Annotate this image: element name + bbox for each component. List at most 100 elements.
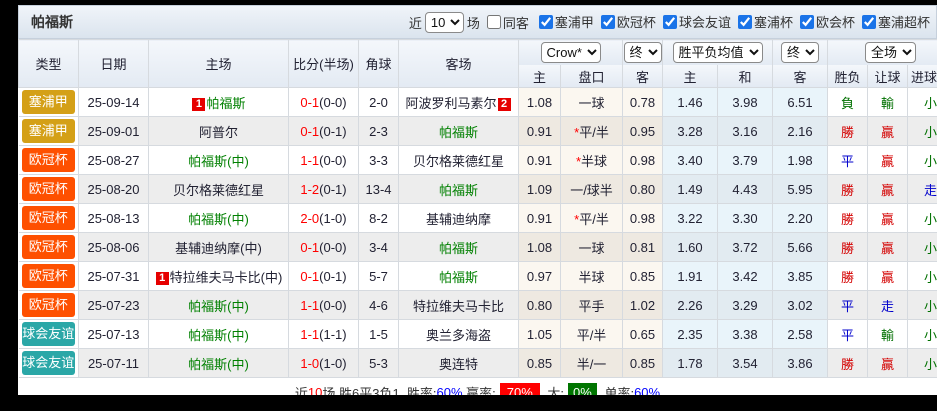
league-filter-label: 塞浦超杯	[877, 15, 930, 31]
league-filter-option[interactable]: 塞浦甲	[538, 12, 594, 31]
date-cell: 25-08-13	[78, 203, 149, 233]
euro-home-odds-cell: 1.78	[662, 348, 718, 378]
handicap-result-cell: 贏	[867, 145, 908, 175]
result-cell: 勝	[827, 203, 868, 233]
odds-company-cell: Crow*	[518, 39, 623, 65]
handicap-cell: 一/球半	[560, 174, 623, 204]
euro-home-odds-cell: 1.91	[662, 261, 718, 291]
league-filter-option[interactable]: 塞浦超杯	[861, 12, 930, 31]
date-cell: 25-07-11	[78, 348, 149, 378]
score-cell: 0-1(0-1)	[288, 116, 359, 146]
home-team-name: 特拉维夫马卡比(中)	[169, 269, 283, 285]
type-cell: 欧冠杯	[18, 261, 79, 291]
score-cell: 1-1(0-0)	[288, 145, 359, 175]
same-away-option[interactable]: 同客	[486, 13, 529, 32]
col-header-corner: 角球	[358, 39, 399, 88]
euro-draw-odds-cell: 3.54	[717, 348, 773, 378]
league-badge: 欧冠杯	[21, 293, 75, 317]
league-checkbox[interactable]	[799, 14, 814, 29]
away-team-cell: 帕福斯	[398, 261, 519, 291]
full-time-score: 1-1	[300, 326, 320, 342]
result-cell: 勝	[827, 348, 868, 378]
same-away-label: 同客	[502, 15, 529, 31]
asian-away-odds-cell: 0.65	[622, 319, 663, 349]
same-away-checkbox[interactable]	[486, 15, 501, 29]
date-cell: 25-08-06	[78, 232, 149, 262]
asian-home-odds-cell: 0.85	[518, 348, 561, 378]
handicap-text: 平/半	[579, 211, 609, 227]
summary-text: 单率:	[600, 385, 635, 396]
league-checkbox[interactable]	[737, 14, 752, 29]
changed-odds-star: *	[574, 124, 580, 140]
goals-result-cell: 小	[906, 232, 937, 262]
euro-draw-odds-cell: 3.29	[717, 290, 773, 320]
match-count-select[interactable]: 10	[424, 11, 464, 33]
away-team-cell: 基辅迪纳摩	[398, 203, 519, 233]
full-time-score: 0-1	[300, 123, 320, 139]
league-filter-option[interactable]: 球会友谊	[662, 12, 731, 31]
full-time-score: 1-2	[300, 181, 320, 197]
handicap-text: 平手	[578, 298, 605, 314]
handicap-cell: *平/半	[560, 203, 623, 233]
league-filter-option[interactable]: 欧冠杯	[600, 12, 656, 31]
table-body: 塞浦甲 25-09-14 1 帕福斯 0-1(0-0) 2-0 阿波罗利马素尔 2 1.08 一球…	[18, 87, 937, 378]
asian-home-odds-cell: 1.05	[518, 319, 561, 349]
league-filter-label: 塞浦杯	[753, 15, 793, 31]
home-team-name: 帕福斯(中)	[188, 356, 249, 372]
asian-home-odds-cell: 0.91	[518, 145, 561, 175]
date-cell: 25-09-01	[78, 116, 149, 146]
asian-away-odds-cell: 1.02	[622, 290, 663, 320]
europe-final-select[interactable]: 终	[781, 42, 819, 63]
type-cell: 塞浦甲	[18, 116, 79, 146]
corner-cell: 5-3	[358, 348, 399, 378]
odds-company-select[interactable]: Crow*	[540, 42, 601, 63]
league-filter-option[interactable]: 塞浦杯	[737, 12, 793, 31]
type-cell: 球会友谊	[18, 348, 79, 378]
handicap-cell: 一球	[560, 87, 623, 117]
score-cell: 0-1(0-1)	[288, 261, 359, 291]
handicap-cell: *半球	[560, 145, 623, 175]
near-label: 近	[408, 15, 422, 31]
league-checkbox[interactable]	[538, 14, 553, 29]
half-time-score: (1-0)	[319, 355, 347, 371]
euro-home-odds-cell: 1.49	[662, 174, 718, 204]
asian-final-select[interactable]: 终	[623, 42, 662, 63]
home-team-name: 帕福斯(中)	[188, 153, 249, 169]
league-filter-option[interactable]: 欧会杯	[799, 12, 855, 31]
europe-odds-select[interactable]: 胜平负均值	[672, 42, 763, 63]
date-cell: 25-08-20	[78, 174, 149, 204]
score-cell: 1-1(1-1)	[288, 319, 359, 349]
home-team-cell: 基辅迪纳摩(中)	[148, 232, 289, 262]
league-checkbox[interactable]	[662, 14, 677, 29]
asian-away-odds-cell: 0.81	[622, 232, 663, 262]
home-team-cell: 帕福斯(中)	[148, 145, 289, 175]
euro-away-odds-cell: 2.20	[772, 203, 828, 233]
summary-text: 近	[294, 385, 308, 396]
table-row: 球会友谊 25-07-13 帕福斯(中) 1-1(1-1) 1-5 奥兰多海盗 1.05 平/…	[18, 319, 937, 349]
euro-home-odds-cell: 3.28	[662, 116, 718, 146]
score-cell: 0-1(0-0)	[288, 232, 359, 262]
league-filter-label: 欧冠杯	[616, 15, 656, 31]
euro-away-odds-cell: 3.85	[772, 261, 828, 291]
type-cell: 球会友谊	[18, 319, 79, 349]
rank-badge: 1	[155, 271, 169, 285]
full-time-score: 1-1	[300, 297, 320, 313]
full-time-score: 0-1	[300, 268, 320, 284]
away-team-name: 阿波罗利马素尔	[405, 95, 497, 111]
europe-final-cell: 终	[772, 39, 828, 65]
euro-home-odds-cell: 1.60	[662, 232, 718, 262]
league-checkbox[interactable]	[861, 14, 876, 29]
away-team-cell: 特拉维夫马卡比	[398, 290, 519, 320]
result-cell: 平	[827, 319, 868, 349]
away-team-cell: 帕福斯	[398, 232, 519, 262]
handicap-result-cell: 贏	[867, 174, 908, 204]
euro-home-odds-cell: 3.22	[662, 203, 718, 233]
goals-result-cell: 小	[906, 87, 937, 117]
handicap-result-cell: 走	[867, 290, 908, 320]
games-label: 场	[466, 15, 480, 31]
euro-draw-odds-cell: 3.16	[717, 116, 773, 146]
league-filter-group: 塞浦甲 欧冠杯 球会友谊 塞浦杯 欧会杯 塞浦超杯	[532, 12, 930, 32]
scope-select[interactable]: 全场	[865, 42, 916, 63]
league-checkbox[interactable]	[600, 14, 615, 29]
table-row: 球会友谊 25-07-11 帕福斯(中) 1-0(1-0) 5-3 奥连特 0.85 半/一 0…	[18, 348, 937, 378]
